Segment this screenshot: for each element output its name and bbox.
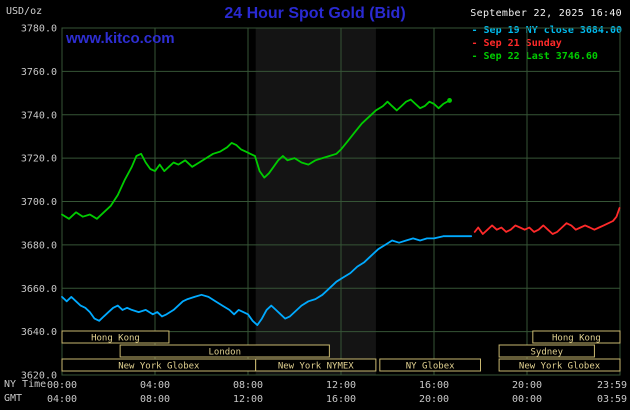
last-price-dot [447, 98, 452, 103]
y-tick-label: 3740.0 [21, 110, 57, 121]
session-box-london [119, 344, 330, 358]
x-tick-label-gmt: 08:00 [140, 394, 170, 405]
price-line-sep-22-last [61, 98, 451, 220]
x-tick-label-ny: 12:00 [326, 380, 356, 391]
y-tick-label: 3780.0 [21, 24, 57, 35]
price-line-sep-21-sunday [473, 207, 621, 235]
session-label-new-york-nymex: New York NYMEX [278, 362, 354, 372]
ny-time-axis-caption: NY Time [4, 379, 47, 390]
legend-item-sep21-sunday: - Sep 21 Sunday [471, 38, 562, 49]
x-tick-label-ny: 08:00 [233, 380, 263, 391]
legend: - Sep 19 NY close 3684.00 - Sep 21 Sunda… [471, 24, 622, 63]
legend-item-sep22-last: - Sep 22 Last 3746.60 [471, 51, 598, 62]
y-axis-units-label: USD/oz [6, 6, 43, 17]
y-tick-label: 3700.0 [21, 197, 57, 208]
x-tick-label-gmt: 16:00 [326, 394, 356, 405]
y-tick-label: 3720.0 [21, 154, 57, 165]
price-line-sep-19-ny-close [61, 235, 473, 327]
session-label-sydney: Sydney [531, 348, 564, 358]
session-box-ny-globex [379, 358, 482, 372]
session-box-new-york-globex [498, 358, 621, 372]
y-tick-label: 3680.0 [21, 240, 57, 251]
legend-item-sep19-close: - Sep 19 NY close 3684.00 [471, 25, 622, 36]
x-tick-label-ny: 20:00 [512, 380, 542, 391]
y-tick-label: 3640.0 [21, 327, 57, 338]
x-tick-label-gmt: 00:00 [512, 394, 542, 405]
x-tick-label-gmt: 04:00 [47, 394, 77, 405]
kitco-watermark-link[interactable]: www.kitco.com [66, 30, 175, 47]
x-tick-label-ny: 04:00 [140, 380, 170, 391]
session-box-hong-kong [532, 330, 621, 344]
session-label-hong-kong: Hong Kong [91, 334, 140, 344]
gmt-axis-caption: GMT [4, 393, 23, 404]
session-box-hong-kong [61, 330, 170, 344]
session-label-london: London [208, 348, 241, 358]
x-tick-label-gmt: 03:59 [597, 394, 627, 405]
session-label-ny-globex: NY Globex [406, 362, 455, 372]
x-tick-label-ny: 00:00 [47, 380, 77, 391]
x-tick-label-gmt: 20:00 [419, 394, 449, 405]
session-box-sydney [498, 344, 595, 358]
x-tick-label-ny: 23:59 [597, 380, 627, 391]
y-tick-label: 3660.0 [21, 284, 57, 295]
y-tick-label: 3760.0 [21, 67, 57, 78]
chart-title: 24 Hour Spot Gold (Bid) [224, 5, 406, 22]
x-tick-label-gmt: 12:00 [233, 394, 263, 405]
x-tick-label-ny: 16:00 [419, 380, 449, 391]
session-label-new-york-globex: New York Globex [118, 362, 200, 372]
y-tick-label: 3620.0 [21, 371, 57, 382]
chart-datetime: September 22, 2025 16:40 [470, 8, 622, 19]
session-box-new-york-nymex [255, 358, 377, 372]
plot-border [61, 27, 621, 376]
session-label-hong-kong: Hong Kong [552, 334, 601, 344]
session-label-new-york-globex: New York Globex [519, 362, 601, 372]
